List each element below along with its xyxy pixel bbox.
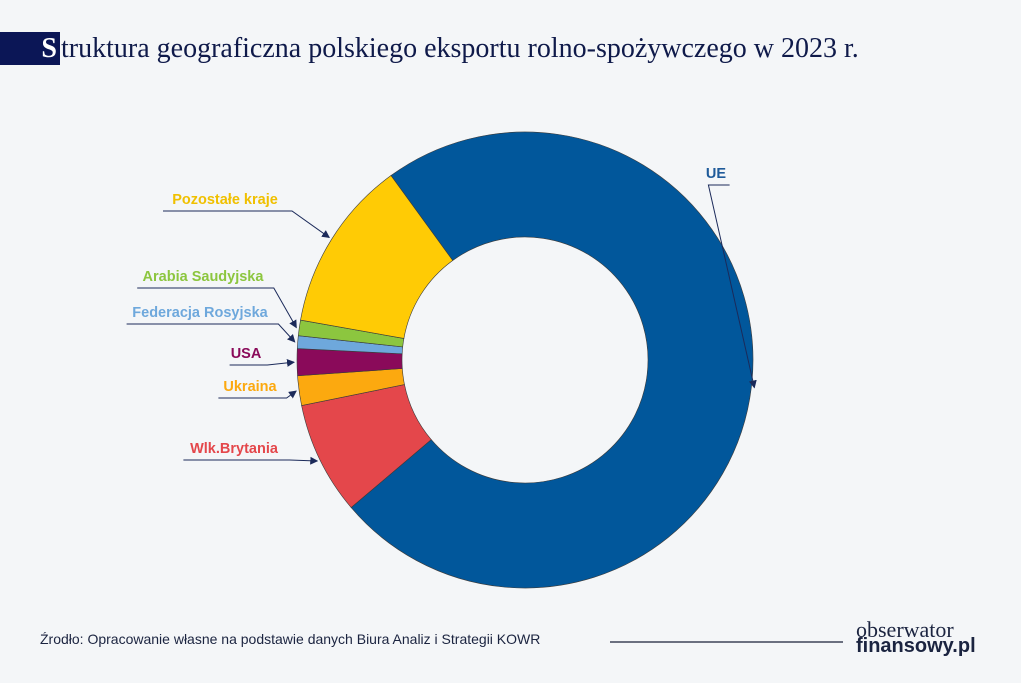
label-ue: UE bbox=[706, 166, 726, 182]
leader-line bbox=[229, 358, 296, 367]
title-accent-box: S bbox=[0, 32, 60, 65]
leader-line bbox=[126, 323, 296, 343]
title-text: truktura geograficzna polskiego eksportu… bbox=[61, 32, 859, 64]
label-pozosta-e-kraje: Pozostałe kraje bbox=[172, 192, 278, 208]
logo: obserwator finansowy.pl bbox=[856, 617, 976, 657]
leader-line bbox=[218, 390, 297, 399]
leader-line bbox=[183, 456, 319, 465]
source-note: Źrodło: Opracowanie własne na podstawie … bbox=[40, 631, 541, 647]
label-arabia-saudyjska: Arabia Saudyjska bbox=[143, 269, 265, 285]
slice-ue bbox=[350, 131, 754, 589]
title-first-letter: S bbox=[41, 32, 57, 64]
label-ukraina: Ukraina bbox=[223, 379, 277, 395]
leader-line bbox=[137, 287, 297, 329]
chart-title: S truktura geograficzna polskiego ekspor… bbox=[0, 32, 859, 65]
slice-pozosta-e-kraje bbox=[300, 175, 454, 339]
label-wlk-brytania: Wlk.Brytania bbox=[190, 441, 279, 457]
divider bbox=[610, 641, 843, 643]
label-usa: USA bbox=[231, 346, 262, 362]
logo-line1: obserwator bbox=[856, 617, 954, 642]
logo-line2: finansowy.pl bbox=[856, 635, 976, 657]
leader-line bbox=[707, 184, 757, 389]
leader-line bbox=[163, 210, 331, 239]
label-federacja-rosyjska: Federacja Rosyjska bbox=[132, 305, 268, 321]
